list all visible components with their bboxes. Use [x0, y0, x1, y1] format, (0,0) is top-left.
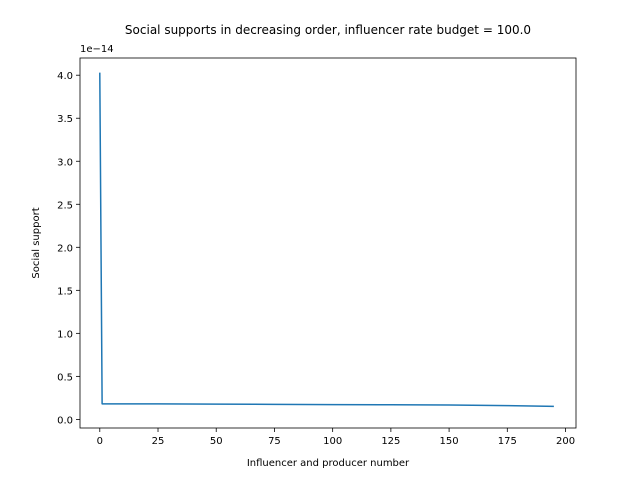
- x-axis-label: Influencer and producer number: [247, 458, 410, 469]
- x-tick-label: 0: [97, 436, 103, 447]
- y-tick-label: 0.0: [57, 415, 73, 426]
- chart-title: Social supports in decreasing order, inf…: [125, 23, 531, 37]
- x-tick-label: 50: [210, 436, 223, 447]
- x-axis-ticks: 0 25 50 75 100 125 150 175 200: [97, 428, 575, 447]
- x-tick-label: 100: [323, 436, 342, 447]
- series-layer: [99, 72, 554, 408]
- x-tick-label: 25: [152, 436, 165, 447]
- y-axis-label: Social support: [31, 207, 42, 278]
- x-tick-label: 75: [268, 436, 281, 447]
- y-axis-ticks: 0.0 0.5 1.0 1.5 2.0 2.5 3.0 3.5 4.0: [57, 71, 80, 426]
- y-tick-label: 3.5: [57, 114, 73, 125]
- series-line: [99, 72, 554, 408]
- y-tick-label: 1.5: [57, 286, 73, 297]
- x-tick-label: 150: [440, 436, 459, 447]
- y-tick-label: 2.0: [57, 243, 73, 254]
- x-tick-label: 125: [381, 436, 400, 447]
- y-tick-label: 0.5: [57, 372, 73, 383]
- y-tick-label: 3.0: [57, 157, 73, 168]
- x-tick-label: 200: [556, 436, 575, 447]
- y-tick-label: 2.5: [57, 200, 73, 211]
- x-tick-label: 175: [498, 436, 517, 447]
- y-tick-label: 1.0: [57, 329, 73, 340]
- y-tick-label: 4.0: [57, 71, 73, 82]
- plot-frame: [79, 57, 577, 429]
- y-offset-label: 1e−14: [80, 44, 114, 55]
